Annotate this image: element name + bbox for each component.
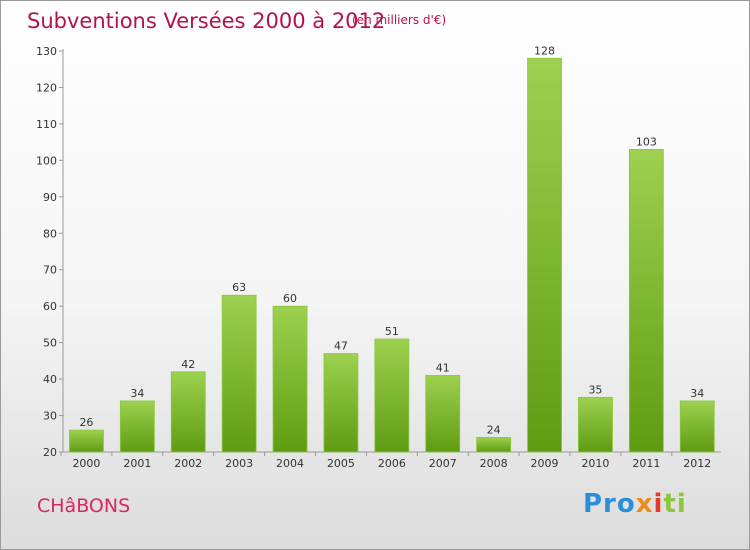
bar <box>425 375 461 453</box>
bar <box>628 149 664 453</box>
y-tick-label: 40 <box>43 373 57 386</box>
bar <box>527 57 562 453</box>
data-label: 41 <box>436 361 450 374</box>
x-tick-label: 2006 <box>378 457 406 470</box>
x-tick-label: 2001 <box>123 457 151 470</box>
x-tick-label: 2008 <box>480 457 508 470</box>
data-label: 47 <box>334 340 348 353</box>
bar <box>578 396 613 453</box>
logo-part: ti <box>663 489 687 519</box>
bar <box>272 305 308 453</box>
bar <box>323 353 359 453</box>
bar <box>679 400 715 453</box>
data-label: 60 <box>283 292 297 305</box>
x-tick-label: 2007 <box>429 457 457 470</box>
y-tick-label: 110 <box>36 118 57 131</box>
bar <box>374 338 410 453</box>
x-tick-label: 2005 <box>327 457 355 470</box>
bar <box>69 429 104 453</box>
commune-name: CHâBONS <box>37 495 131 517</box>
logo-part: i <box>653 489 664 519</box>
logo-part: Pro <box>583 489 636 519</box>
data-label: 34 <box>690 387 704 400</box>
data-label: 26 <box>79 416 93 429</box>
y-tick-label: 120 <box>36 81 57 94</box>
chart-title: Subventions Versées 2000 à 2012 <box>27 9 386 33</box>
data-label: 63 <box>232 281 246 294</box>
y-tick-label: 130 <box>36 45 57 58</box>
x-tick-label: 2004 <box>276 457 304 470</box>
x-tick-label: 2010 <box>581 457 609 470</box>
x-tick-label: 2012 <box>683 457 711 470</box>
x-tick-label: 2002 <box>174 457 202 470</box>
y-tick-label: 100 <box>36 154 57 167</box>
y-tick-label: 90 <box>43 191 57 204</box>
bar <box>476 437 512 453</box>
data-label: 128 <box>534 44 555 57</box>
x-tick-label: 2003 <box>225 457 253 470</box>
data-label: 51 <box>385 325 399 338</box>
x-tick-label: 2000 <box>72 457 100 470</box>
bar <box>119 400 155 453</box>
bar <box>221 294 257 453</box>
y-tick-label: 20 <box>43 446 57 459</box>
x-tick-label: 2009 <box>531 457 559 470</box>
y-tick-label: 70 <box>43 264 57 277</box>
data-label: 103 <box>636 135 657 148</box>
proxiti-logo: Proxiti <box>583 489 687 519</box>
y-tick-label: 50 <box>43 337 57 350</box>
y-tick-label: 30 <box>43 410 57 423</box>
data-label: 42 <box>181 358 195 371</box>
bar <box>170 371 206 453</box>
data-label: 35 <box>588 383 602 396</box>
y-tick-label: 60 <box>43 300 57 313</box>
y-tick-label: 80 <box>43 227 57 240</box>
logo-part: x <box>635 489 654 519</box>
data-label: 24 <box>487 423 501 436</box>
x-tick-label: 2011 <box>632 457 660 470</box>
chart-unit-note: (en milliers d'€) <box>352 13 447 27</box>
data-label: 34 <box>130 387 144 400</box>
